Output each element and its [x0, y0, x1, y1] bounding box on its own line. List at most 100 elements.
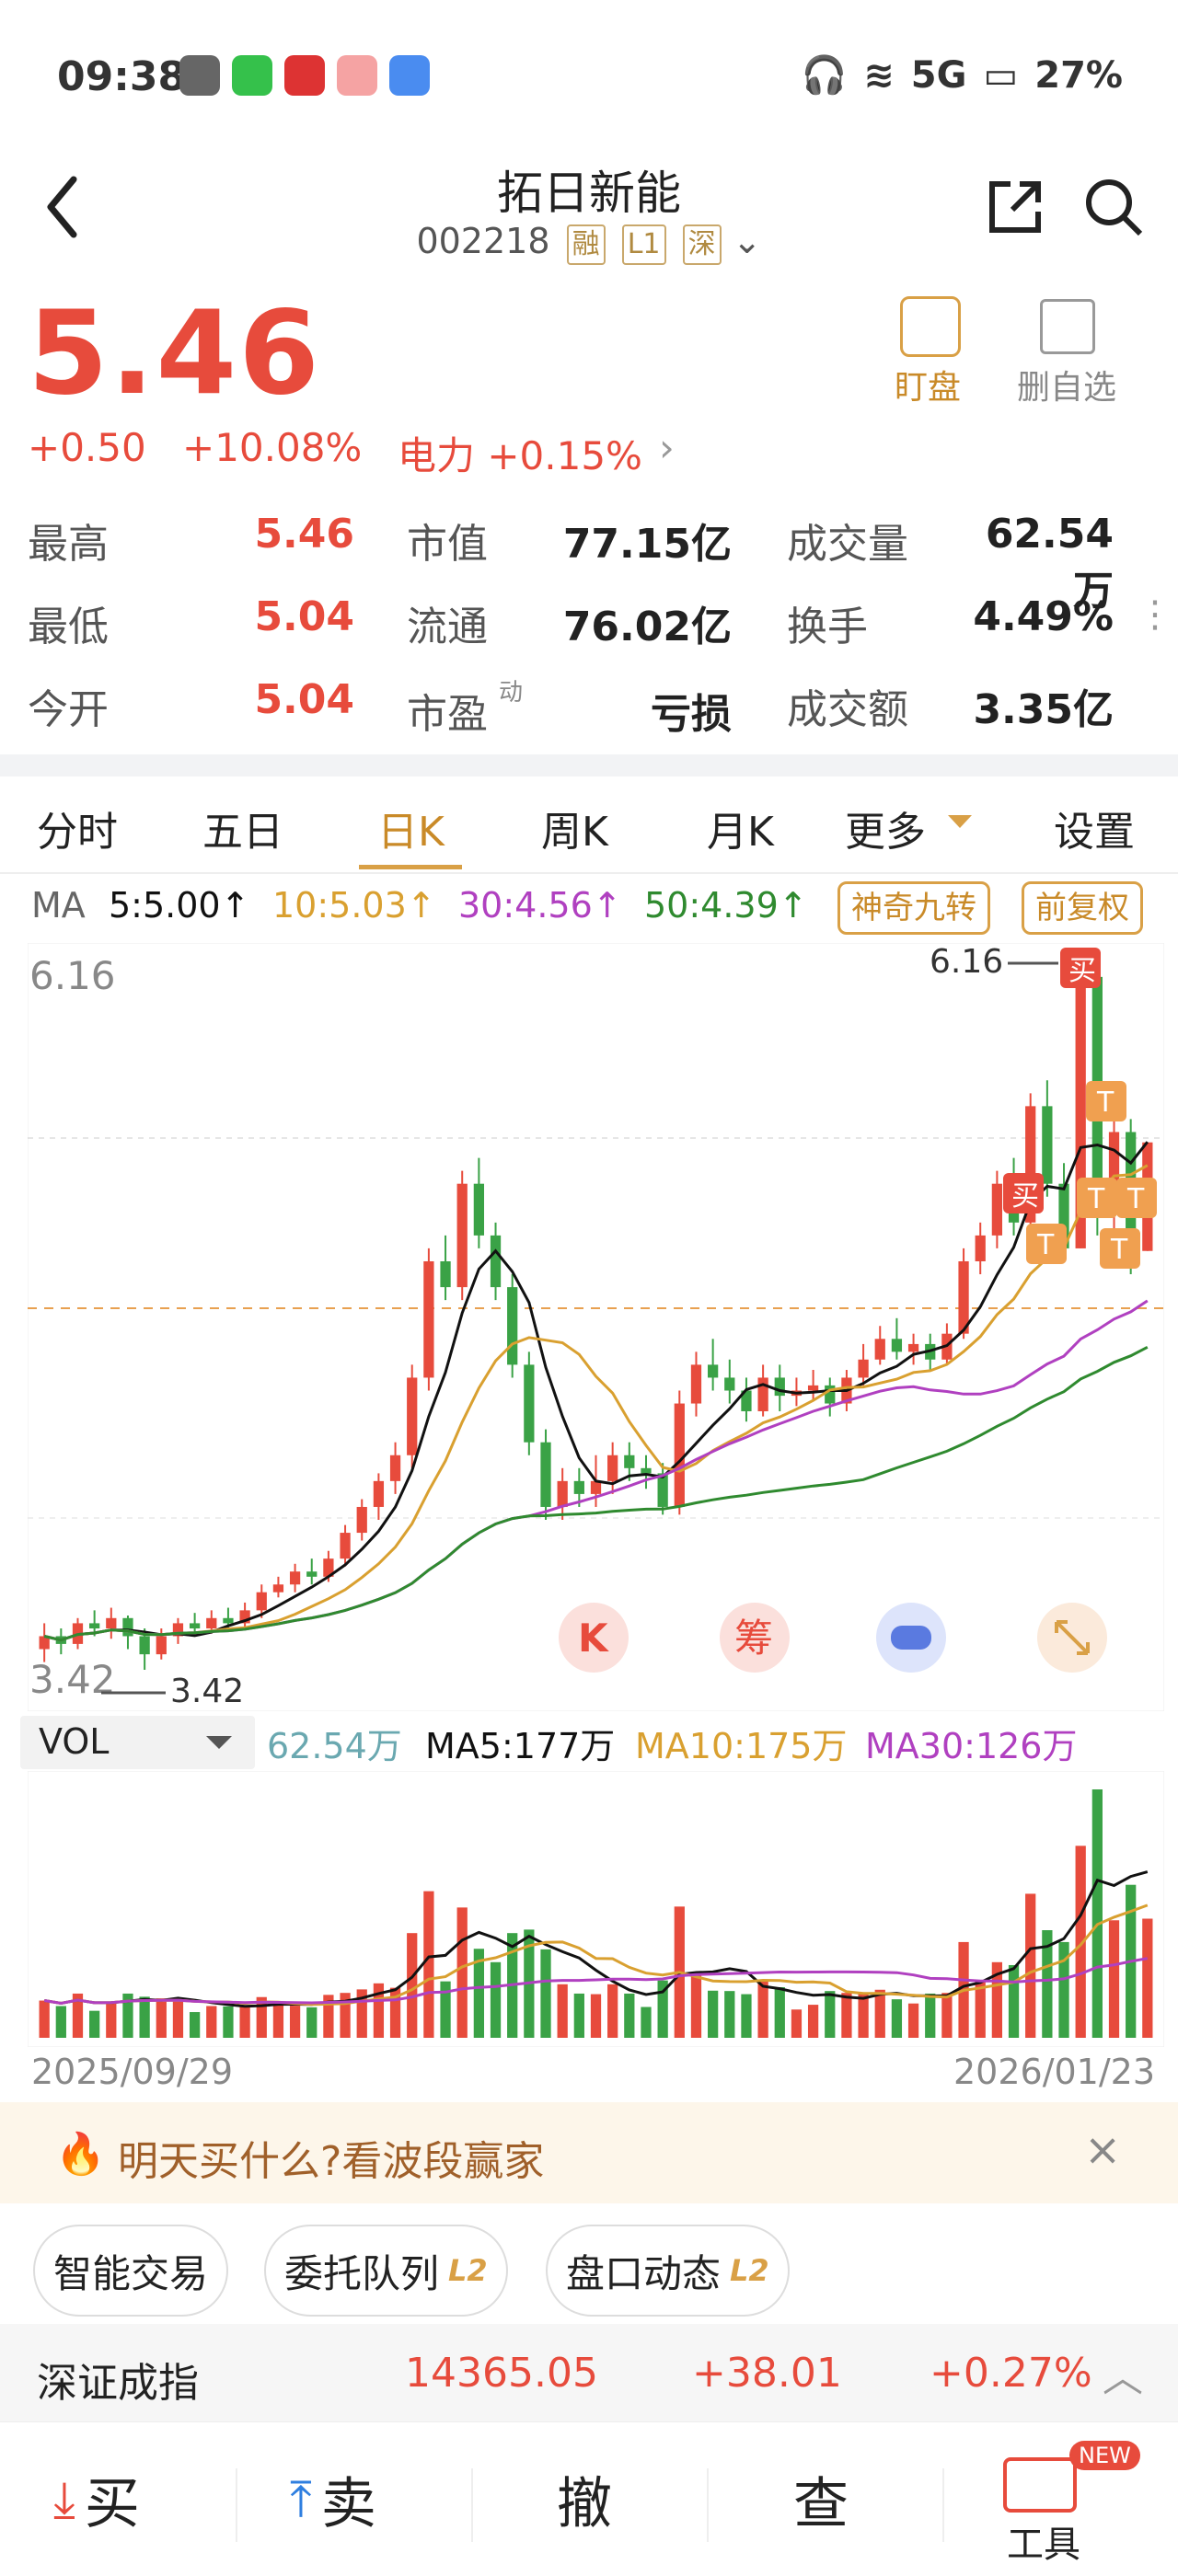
- turnover-value: 4.49%: [973, 593, 1114, 640]
- tab-settings[interactable]: 设置: [1054, 809, 1135, 856]
- buy-button[interactable]: ⤓ 买: [53, 2459, 140, 2539]
- volume-bar: [1075, 1846, 1086, 2038]
- candle: [858, 1359, 869, 1378]
- more-dots-icon[interactable]: ⋮: [1137, 593, 1173, 636]
- volume-bar: [557, 1984, 568, 2038]
- candle: [674, 1403, 685, 1507]
- volume-bar: [690, 1974, 702, 2038]
- level-tag: L1: [621, 224, 666, 265]
- volume-today: 62.54万: [267, 1726, 402, 1766]
- smart-trade-chip[interactable]: 智能交易: [33, 2225, 229, 2317]
- forward-adjust-button[interactable]: 前复权: [1022, 881, 1143, 935]
- candlestick-chart[interactable]: 6.16 6.16 3.42 3.42 买 买 T T T T T K 筹: [28, 943, 1164, 1711]
- candle: [456, 1183, 468, 1288]
- cancel-button[interactable]: 撤: [557, 2459, 612, 2539]
- max-price-marker: 6.16: [930, 943, 1003, 981]
- bell-icon[interactable]: [900, 296, 961, 357]
- candle: [590, 1480, 602, 1494]
- volume-bar: [106, 2002, 117, 2038]
- tab-weekly-k[interactable]: 周K: [541, 809, 608, 856]
- indicator-selector[interactable]: VOL: [20, 1716, 255, 1769]
- volume-bar: [724, 1991, 735, 2038]
- volume-bar: [1008, 1964, 1020, 2038]
- candle: [206, 1617, 217, 1629]
- status-bar: 09:38 🎧 ≋ 5G ▭ 27%: [0, 0, 1178, 138]
- section-divider: [0, 754, 1178, 776]
- expand-icon[interactable]: [1037, 1603, 1107, 1673]
- candle: [1108, 1132, 1120, 1210]
- ma50-line: [43, 1345, 1149, 1642]
- candle: [256, 1592, 267, 1611]
- query-button[interactable]: 查: [793, 2459, 849, 2539]
- watch-button[interactable]: 盯盘: [895, 369, 962, 407]
- candle: [1075, 976, 1086, 1248]
- candle: [907, 1343, 919, 1352]
- svg-text:T: T: [1126, 1183, 1145, 1215]
- t-signal-tag: T: [1026, 1224, 1067, 1264]
- candle: [1042, 1106, 1053, 1184]
- gamepad-icon[interactable]: [876, 1603, 946, 1673]
- chip-float-button[interactable]: 筹: [720, 1603, 790, 1673]
- tab-intraday[interactable]: 分时: [37, 809, 118, 856]
- back-arrow-icon[interactable]: [37, 170, 92, 244]
- promo-banner[interactable]: 🔥 明天买什么?看波段赢家 ×: [0, 2102, 1178, 2203]
- volume-bar: [540, 1949, 551, 2038]
- svg-text:T: T: [1087, 1183, 1105, 1215]
- status-right: 🎧 ≋ 5G ▭ 27%: [801, 53, 1123, 98]
- index-ticker[interactable]: 深证成指 14365.05 +38.01 +0.27% ︿: [0, 2324, 1178, 2421]
- volume-bar: [139, 1996, 150, 2038]
- volume-bar: [925, 1993, 936, 2038]
- order-book-chip[interactable]: 盘口动态 L2: [546, 2225, 790, 2317]
- chevron-right-icon[interactable]: ›: [659, 425, 675, 470]
- buy-signal-tag: 买: [1003, 1173, 1044, 1213]
- candle: [708, 1364, 719, 1378]
- signal-icon: 5G: [910, 53, 967, 97]
- amount-value: 3.35亿: [973, 686, 1114, 733]
- tools-label[interactable]: 工具: [1007, 2524, 1080, 2566]
- search-icon[interactable]: [1081, 175, 1146, 239]
- candle: [657, 1473, 668, 1507]
- tools-icon[interactable]: [1003, 2457, 1077, 2513]
- tab-five-day[interactable]: 五日: [202, 809, 283, 856]
- k-float-button[interactable]: K: [559, 1603, 629, 1673]
- candle: [624, 1455, 635, 1468]
- candle: [340, 1533, 351, 1559]
- volume-bar: [156, 1998, 167, 2038]
- order-queue-chip[interactable]: 委托队列 L2: [264, 2225, 508, 2317]
- ma5-line: [43, 1141, 1149, 1642]
- close-icon[interactable]: ×: [1084, 2124, 1122, 2176]
- share-icon[interactable]: [983, 175, 1047, 239]
- chip-label: 盘口动态: [566, 2250, 722, 2296]
- candle: [757, 1377, 768, 1411]
- ma10-line: [43, 1164, 1149, 1642]
- t-signal-tag: T: [1116, 1178, 1157, 1218]
- remove-watchlist-icon[interactable]: [1040, 299, 1095, 354]
- ma-label: MA: [31, 885, 86, 926]
- stock-code-row[interactable]: 002218 融 L1 深 ⌄: [0, 221, 1178, 265]
- magic-nine-button[interactable]: 神奇九转: [837, 881, 990, 935]
- current-price: 5.46: [28, 285, 321, 420]
- volume-chart[interactable]: [28, 1771, 1164, 2047]
- status-time: 09:38: [57, 53, 187, 100]
- remove-watchlist-button[interactable]: 删自选: [1017, 369, 1117, 407]
- tab-more[interactable]: 更多: [845, 809, 926, 856]
- t-signal-tag: T: [1077, 1178, 1117, 1218]
- candle: [1058, 1183, 1069, 1248]
- volume-bar: [206, 2006, 217, 2038]
- sell-button[interactable]: ⤒ 卖: [290, 2459, 376, 2539]
- volume-bar: [407, 1933, 418, 2038]
- volume-value: 62.54万: [985, 511, 1114, 615]
- index-change-pct: +0.27%: [930, 2350, 1092, 2397]
- tab-daily-k[interactable]: 日K: [377, 809, 445, 856]
- chevron-up-icon[interactable]: ︿: [1103, 2354, 1143, 2401]
- low-label: 最低: [28, 604, 109, 650]
- volume-bar: [490, 1961, 502, 2038]
- pe-superscript: 动: [499, 679, 524, 707]
- volume-bar: [774, 1986, 785, 2038]
- volume-bar: [641, 2007, 652, 2038]
- sector-link[interactable]: 电力 +0.15%: [398, 433, 642, 478]
- candle: [825, 1385, 836, 1404]
- indicator-selector-label: VOL: [39, 1721, 110, 1762]
- tab-monthly-k[interactable]: 月K: [707, 809, 774, 856]
- volume-bar: [55, 2006, 66, 2038]
